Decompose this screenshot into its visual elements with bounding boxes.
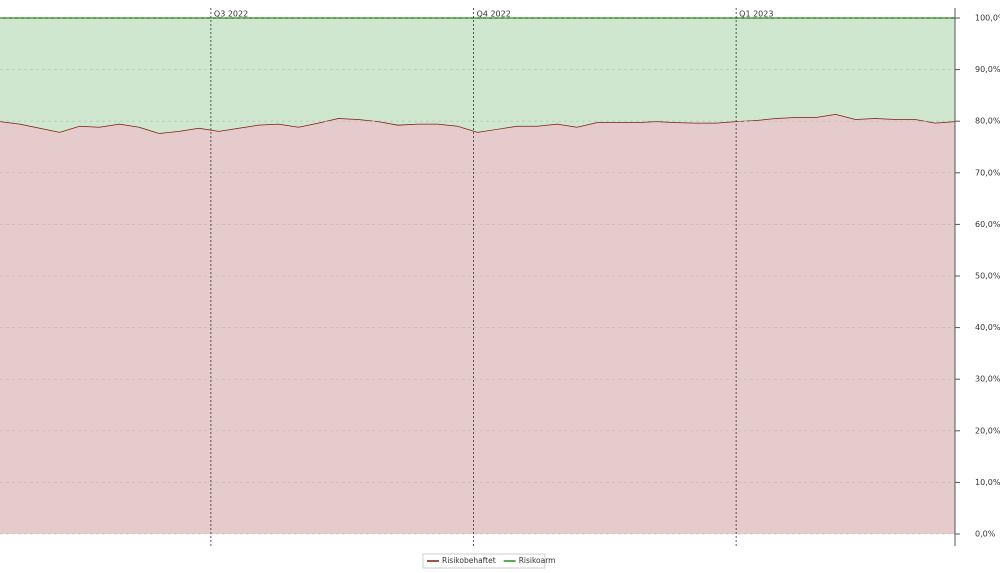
- y-tick-label: 30,0%: [975, 375, 1000, 384]
- y-tick-label: 20,0%: [975, 426, 1000, 435]
- y-tick-label: 70,0%: [975, 168, 1000, 177]
- x-tick-label: Q3 2022: [214, 10, 248, 19]
- area: [0, 113, 955, 534]
- y-tick-label: 50,0%: [975, 272, 1000, 281]
- legend-label: Risikoarm: [519, 556, 556, 565]
- y-tick-label: 10,0%: [975, 478, 1000, 487]
- legend-label: Risikobehaftet: [442, 556, 496, 565]
- x-tick-label: Q1 2023: [739, 10, 773, 19]
- x-tick-label: Q4 2022: [477, 10, 511, 19]
- y-tick-label: 0,0%: [975, 530, 996, 539]
- y-tick-label: 100,0%: [975, 14, 1000, 23]
- y-tick-label: 90,0%: [975, 65, 1000, 74]
- legend: [422, 553, 546, 569]
- y-tick-label: 40,0%: [975, 323, 1000, 332]
- area: [0, 18, 955, 134]
- y-tick-label: 80,0%: [975, 117, 1000, 126]
- y-tick-label: 60,0%: [975, 220, 1000, 229]
